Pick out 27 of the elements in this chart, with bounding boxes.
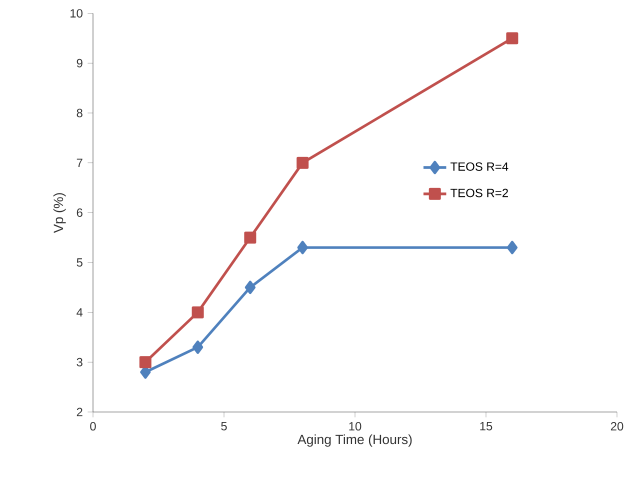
x-tick-label: 0 <box>90 422 96 431</box>
x-tick-label: 20 <box>610 422 624 431</box>
point <box>244 232 256 244</box>
y-tick-label: 8 <box>76 108 82 118</box>
y-tick-label: 4 <box>76 308 83 316</box>
y-axis-title: Vp (%) <box>53 193 66 233</box>
point <box>192 306 204 318</box>
legend-label: TEOS R=4 <box>450 162 508 171</box>
point <box>139 356 152 368</box>
point <box>506 240 518 254</box>
legend-label: TEOS R=2 <box>450 188 508 198</box>
y-tick-label: 5 <box>76 258 82 267</box>
y-tick-label: 6 <box>76 208 82 217</box>
point <box>244 280 256 294</box>
x-tick-label: 15 <box>480 422 492 430</box>
y-tick-label: 10 <box>70 9 82 18</box>
y-tick-label: 3 <box>76 358 82 366</box>
y-tick-label: 7 <box>76 158 82 167</box>
point <box>506 32 518 44</box>
x-tick-label: 10 <box>349 422 362 431</box>
point <box>297 240 308 254</box>
point <box>296 156 309 169</box>
y-tick-label: 2 <box>76 408 82 416</box>
x-tick-label: 5 <box>221 422 227 430</box>
y-tick-label: 9 <box>76 58 82 68</box>
x-axis-title: Aging Time (Hours) <box>297 434 412 447</box>
point <box>192 340 204 354</box>
